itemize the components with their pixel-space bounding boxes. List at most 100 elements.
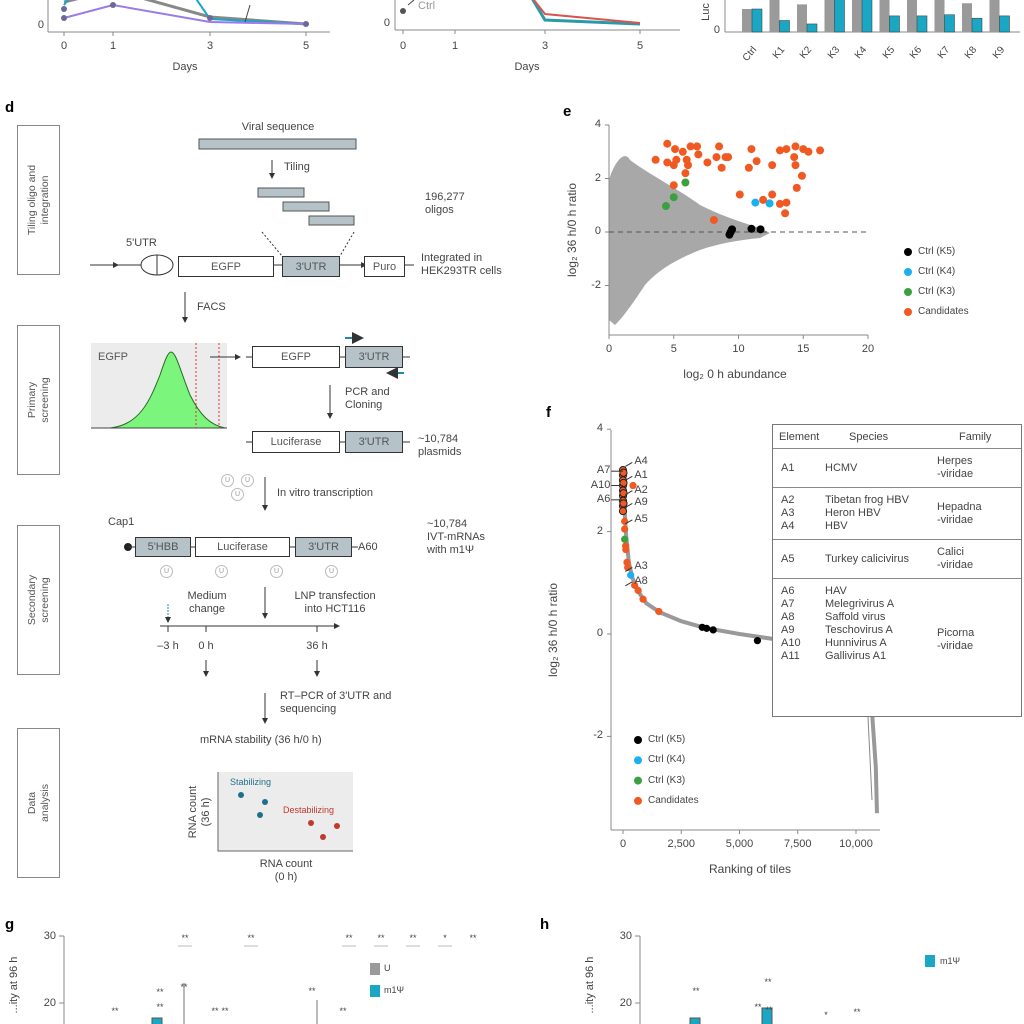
element-id: A4 — [781, 520, 795, 532]
x-tick-label: 7,500 — [783, 838, 812, 850]
panel-b-teal-line — [531, 0, 641, 26]
x-tick-label: 10 — [732, 343, 745, 355]
species-cell: Tibetan frog HBV Heron HBV HBV — [811, 494, 937, 533]
bar-m1psi-K1 — [779, 20, 790, 33]
legend-m1psi-label: m1Ψ — [384, 985, 405, 995]
legend-marker — [904, 248, 912, 256]
schematic-scatter-axes — [217, 772, 353, 852]
panel-e-legend — [904, 248, 912, 316]
timepoint-label: –3 h — [157, 640, 179, 652]
point-ctrl-k3- — [681, 178, 690, 187]
panel-b-y-zero: 0 — [383, 17, 390, 29]
species-name: Saffold virus — [825, 611, 886, 623]
significance-stars: * — [824, 1010, 828, 1020]
background-tile-cloud — [609, 156, 770, 325]
point-ctrl-k4- — [751, 198, 760, 207]
legend-label: Ctrl (K5) — [648, 734, 686, 745]
bar-m1psi-K2 — [806, 23, 818, 33]
lnp-label: LNP transfection into HCT116 — [294, 590, 376, 615]
panel-e-plot — [605, 124, 912, 339]
point-candidates — [797, 171, 806, 180]
annotation-label: A5 — [634, 512, 648, 525]
bar-u-K1 — [769, 0, 780, 32]
x-tick-label: 2,500 — [667, 838, 696, 850]
point-candidates — [619, 478, 628, 488]
cap1-label: Cap1 — [108, 516, 135, 528]
significance-stars: ** — [221, 1006, 229, 1016]
point-candidates — [712, 153, 721, 162]
point-ctrl-k3- — [669, 193, 678, 202]
bar-u-K3 — [824, 0, 835, 32]
point-candidates — [768, 161, 777, 170]
significance-stars: ** — [181, 933, 189, 943]
significance-stars: ** — [377, 933, 385, 943]
point-candidates — [629, 481, 637, 490]
table-header: Element Species Family — [773, 425, 1021, 449]
point-candidates — [622, 545, 630, 554]
facs-label: FACS — [197, 301, 226, 313]
point-candidates — [768, 190, 777, 199]
point-candidates — [694, 150, 703, 159]
panel-a-xtick: 0 — [60, 40, 68, 52]
bar-u-K7 — [934, 0, 945, 32]
tile-2 — [282, 201, 330, 212]
significance-stars: ** — [180, 982, 188, 992]
point-ctrl-k5- — [747, 224, 756, 233]
legend-label: Ctrl (K3) — [648, 774, 686, 786]
panel-g-axes — [59, 935, 65, 1024]
uridine-icon: U — [160, 565, 173, 578]
panel-a-leader — [244, 4, 251, 23]
rna-count-x-label: RNA count (0 h) — [259, 858, 313, 883]
panel-h-bar — [689, 1017, 701, 1024]
panel-a-points — [61, 2, 309, 27]
table-row: A6 A7 A8 A9 A10 A11 HAV Melegrivirus A Saffold v… — [773, 579, 1021, 701]
table-row: A2 A3 A4 Tibetan frog HBV Heron HBV HBV Hepadn… — [773, 488, 1021, 540]
schematic-scatter-bg — [218, 772, 353, 851]
panel-b-leader — [407, 0, 415, 6]
pcr-label: PCR and Cloning — [345, 386, 390, 411]
element-id: A5 — [781, 552, 795, 565]
virus-element-table: Element Species Family A1 HCMV Herpes -vir… — [772, 424, 1022, 717]
point-candidates — [618, 507, 628, 516]
species-name: HBV — [825, 520, 848, 532]
significance-stars: * — [443, 933, 447, 943]
utr3-box-3: 3'UTR — [345, 431, 403, 453]
y-tick-label: 2 — [596, 524, 603, 537]
bar-m1psi-K9 — [999, 15, 1010, 33]
panel-b-red-line — [532, 0, 641, 24]
panel-label-g: g — [5, 916, 15, 933]
point-candidates — [816, 146, 825, 155]
species-cell: HCMV — [811, 462, 937, 475]
point-candidates — [703, 158, 712, 167]
y-tick-label: 4 — [596, 422, 603, 435]
tile-1 — [257, 187, 305, 198]
legend-label: Ctrl (K4) — [648, 754, 686, 766]
point-candidates — [639, 595, 647, 603]
insert-guide-right — [339, 231, 355, 257]
significance-stars: ** — [308, 986, 316, 996]
egfp-box-2: EGFP — [252, 346, 340, 368]
family-cell: Calici -viridae — [937, 546, 974, 571]
utr3-box-2: 3'UTR — [345, 346, 403, 368]
panel-label-e: e — [563, 103, 572, 120]
panel-h-axes — [635, 935, 641, 1024]
panel-b-ctrl-point — [400, 8, 406, 14]
point-candidates — [759, 195, 768, 204]
luciferase-box-2: Luciferase — [195, 537, 290, 557]
timepoint-label: 36 h — [306, 640, 328, 652]
destabilizing-points — [308, 820, 340, 840]
y-tick-label: 4 — [594, 118, 601, 130]
family-cell: Hepadna -viridae — [937, 500, 982, 526]
point-candidates — [775, 146, 784, 155]
point-candidates — [669, 161, 678, 170]
bar-u-K8 — [962, 3, 972, 32]
element-id: A9 — [781, 624, 795, 636]
annotation-label: A9 — [634, 496, 648, 509]
species-name: Melegrivirus A — [825, 598, 895, 610]
top-strip-graphics — [47, 0, 1020, 36]
panel-a-teal-line — [63, 0, 307, 25]
panel-f-annotation-leaders — [611, 462, 633, 587]
panel-a-y-zero: 0 — [37, 19, 44, 31]
panel-b-xtick: 0 — [399, 40, 407, 52]
